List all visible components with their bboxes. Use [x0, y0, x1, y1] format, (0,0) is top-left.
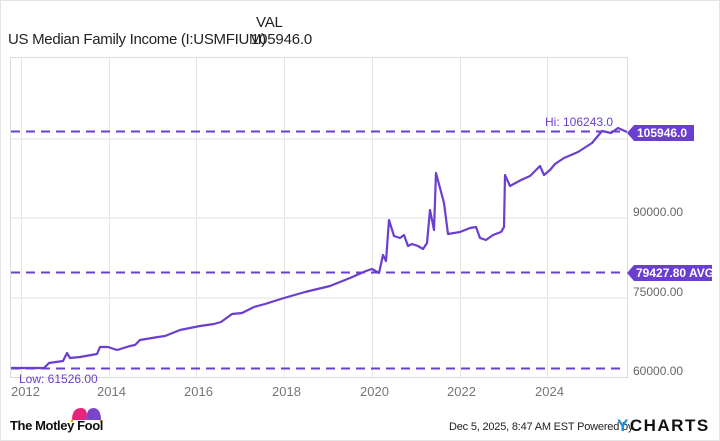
current-value-flag: 105946.0 — [627, 125, 694, 141]
x-tick-2016: 2016 — [184, 384, 213, 399]
current-value-label: 105946.0 — [637, 126, 687, 140]
horizontal-gridlines — [11, 138, 627, 299]
x-tick-2012: 2012 — [11, 384, 40, 399]
x-tick-2024: 2024 — [535, 384, 564, 399]
series-name: US Median Family Income (I:USMFIUM) — [8, 31, 266, 48]
column-header-val: VAL — [256, 14, 283, 31]
avg-value-label: 79427.80 AVG — [636, 266, 714, 280]
ycharts-y: Y — [617, 416, 630, 435]
x-tick-2020: 2020 — [360, 384, 389, 399]
ycharts-logo[interactable]: YCHARTS — [617, 416, 710, 436]
series-value: 105946.0 — [251, 31, 312, 48]
plot-area — [10, 57, 628, 378]
avg-value-flag: 79427.80 AVG — [627, 265, 714, 281]
powered-by-text: Powered by — [577, 421, 634, 433]
y-tick-75000: 75000.00 — [633, 285, 683, 299]
y-tick-60000: 60000.00 — [633, 364, 683, 378]
jester-hat-icon — [70, 408, 103, 423]
footer-timestamp: Dec 5, 2025, 8:47 AM EST Powered by — [449, 421, 633, 433]
x-tick-2014: 2014 — [97, 384, 126, 399]
timestamp-text: Dec 5, 2025, 8:47 AM EST — [449, 421, 575, 433]
low-annotation: Low: 61526.00 — [19, 372, 98, 386]
x-tick-2022: 2022 — [447, 384, 476, 399]
reference-lines — [11, 130, 626, 370]
income-line — [11, 126, 628, 370]
x-tick-2018: 2018 — [272, 384, 301, 399]
ycharts-rest: CHARTS — [629, 416, 710, 435]
motley-fool-logo: The Motley Fool — [10, 418, 103, 433]
y-tick-90000: 90000.00 — [633, 205, 683, 219]
high-annotation: Hi: 106243.0 — [545, 115, 613, 129]
